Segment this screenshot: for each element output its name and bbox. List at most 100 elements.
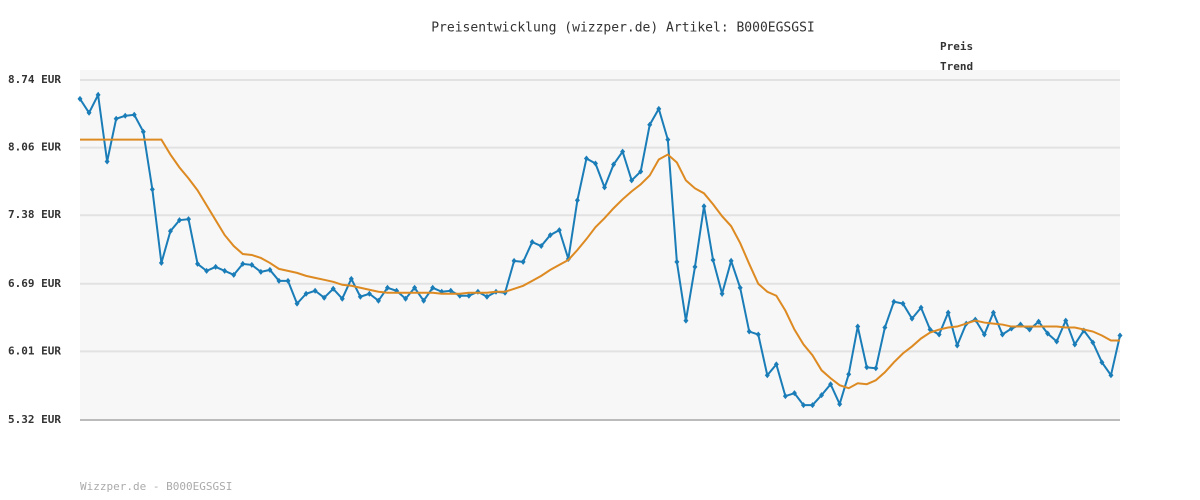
point-marker — [927, 326, 933, 333]
point-marker — [954, 342, 960, 349]
point-marker — [773, 361, 779, 368]
point-marker — [1036, 318, 1042, 325]
point-marker — [674, 258, 680, 265]
point-marker — [909, 315, 915, 322]
point-marker — [285, 277, 291, 284]
point-marker — [710, 256, 716, 263]
point-marker — [348, 275, 354, 282]
point-marker — [520, 258, 526, 265]
point-marker — [981, 331, 987, 338]
point-marker — [611, 161, 617, 168]
point-marker — [213, 263, 219, 270]
point-marker — [113, 115, 119, 122]
point-marker — [900, 300, 906, 307]
point-marker — [303, 290, 309, 297]
point-marker — [403, 295, 409, 302]
point-marker — [312, 287, 318, 294]
point-marker — [231, 271, 237, 278]
point-marker — [592, 160, 598, 167]
point-marker — [602, 184, 608, 191]
point-marker — [692, 263, 698, 270]
point-marker — [77, 95, 83, 102]
point-marker — [701, 203, 707, 210]
point-marker — [828, 381, 834, 388]
point-marker — [86, 109, 92, 116]
point-marker — [430, 284, 436, 291]
point-marker — [529, 239, 535, 246]
point-marker — [945, 309, 951, 316]
point-marker — [176, 217, 182, 224]
point-marker — [990, 309, 996, 316]
point-marker — [330, 285, 336, 292]
point-marker — [186, 216, 192, 223]
y-tick-label: 8.06 EUR — [8, 141, 61, 154]
legend-label: Preis — [940, 40, 973, 53]
point-marker — [583, 155, 589, 162]
point-marker — [556, 227, 562, 234]
point-marker — [864, 364, 870, 371]
point-marker — [882, 324, 888, 331]
point-marker — [1027, 326, 1033, 333]
y-tick-label: 6.69 EUR — [8, 277, 61, 290]
point-marker — [999, 331, 1005, 338]
y-tick-label: 8.74 EUR — [8, 73, 61, 86]
point-marker — [267, 266, 273, 273]
point-marker — [737, 284, 743, 291]
y-tick-label: 7.38 EUR — [8, 208, 61, 221]
point-marker — [782, 393, 788, 400]
point-marker — [1045, 330, 1051, 337]
point-marker — [1072, 341, 1078, 348]
point-marker — [258, 268, 264, 275]
point-marker — [357, 293, 363, 300]
point-marker — [511, 257, 517, 264]
point-marker — [538, 243, 544, 250]
point-marker — [1054, 338, 1060, 345]
point-marker — [204, 267, 210, 274]
point-marker — [810, 402, 816, 409]
point-marker — [837, 401, 843, 408]
point-marker — [665, 136, 671, 143]
point-marker — [222, 267, 228, 274]
point-marker — [800, 402, 806, 409]
point-marker — [719, 290, 725, 297]
point-marker — [891, 298, 897, 305]
point-marker — [249, 261, 255, 268]
point-marker — [936, 331, 942, 338]
y-tick-label: 6.01 EUR — [8, 344, 61, 357]
point-marker — [384, 284, 390, 291]
point-marker — [195, 260, 201, 267]
point-marker — [656, 105, 662, 112]
point-marker — [158, 259, 164, 266]
line-trend — [80, 138, 1120, 390]
point-marker — [339, 295, 345, 302]
point-marker — [276, 277, 282, 284]
point-marker — [448, 287, 454, 294]
point-marker — [1117, 332, 1123, 339]
point-marker — [104, 158, 110, 165]
point-marker — [294, 300, 300, 307]
point-marker — [791, 390, 797, 397]
plot-area — [80, 70, 1120, 420]
point-marker — [819, 392, 825, 399]
point-marker — [466, 292, 472, 299]
legend-label: Trend — [940, 60, 973, 73]
point-marker — [131, 111, 137, 118]
point-marker — [746, 328, 752, 335]
point-marker — [167, 228, 173, 235]
point-marker — [240, 260, 246, 267]
point-marker — [122, 112, 128, 119]
point-marker — [683, 317, 689, 324]
point-marker — [547, 232, 553, 239]
point-marker — [574, 197, 580, 204]
point-marker — [620, 148, 626, 155]
point-marker — [873, 365, 879, 372]
point-marker — [846, 371, 852, 378]
point-marker — [647, 121, 653, 128]
point-marker — [755, 331, 761, 338]
point-marker — [764, 372, 770, 379]
point-marker — [1099, 359, 1105, 366]
point-marker — [1063, 317, 1069, 324]
footer: Wizzper.de - B000EGSGSI — [80, 480, 232, 493]
point-marker — [855, 323, 861, 330]
point-marker — [421, 297, 427, 304]
